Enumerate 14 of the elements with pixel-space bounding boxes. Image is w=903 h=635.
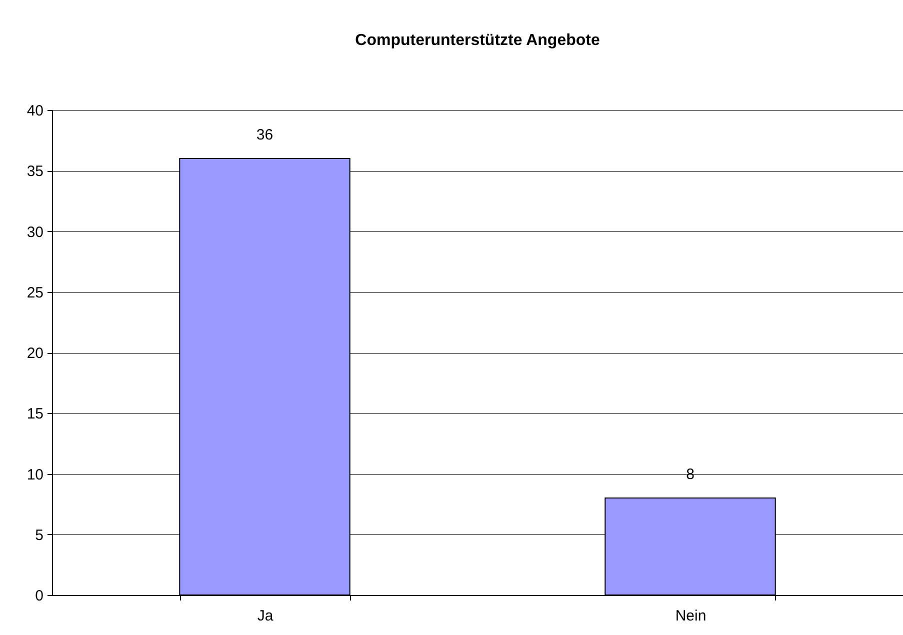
chart-title: Computerunterstützte Angebote (355, 32, 600, 49)
y-tick-label: 10 (26, 466, 44, 484)
x-tick-label: Ja (257, 608, 274, 624)
y-tick-label: 20 (26, 345, 44, 362)
y-tick-label: 25 (26, 284, 44, 302)
y-tick-label: 15 (26, 406, 44, 423)
y-tick-label: 5 (35, 526, 44, 544)
y-tick-label: 35 (26, 163, 44, 180)
x-tick-label: Nein (675, 608, 706, 624)
y-tick-label: 0 (35, 588, 44, 604)
data-label: 8 (686, 466, 694, 483)
y-tick-label: 30 (26, 224, 44, 241)
data-label: 36 (256, 126, 274, 144)
y-tick-label: 40 (26, 102, 44, 120)
